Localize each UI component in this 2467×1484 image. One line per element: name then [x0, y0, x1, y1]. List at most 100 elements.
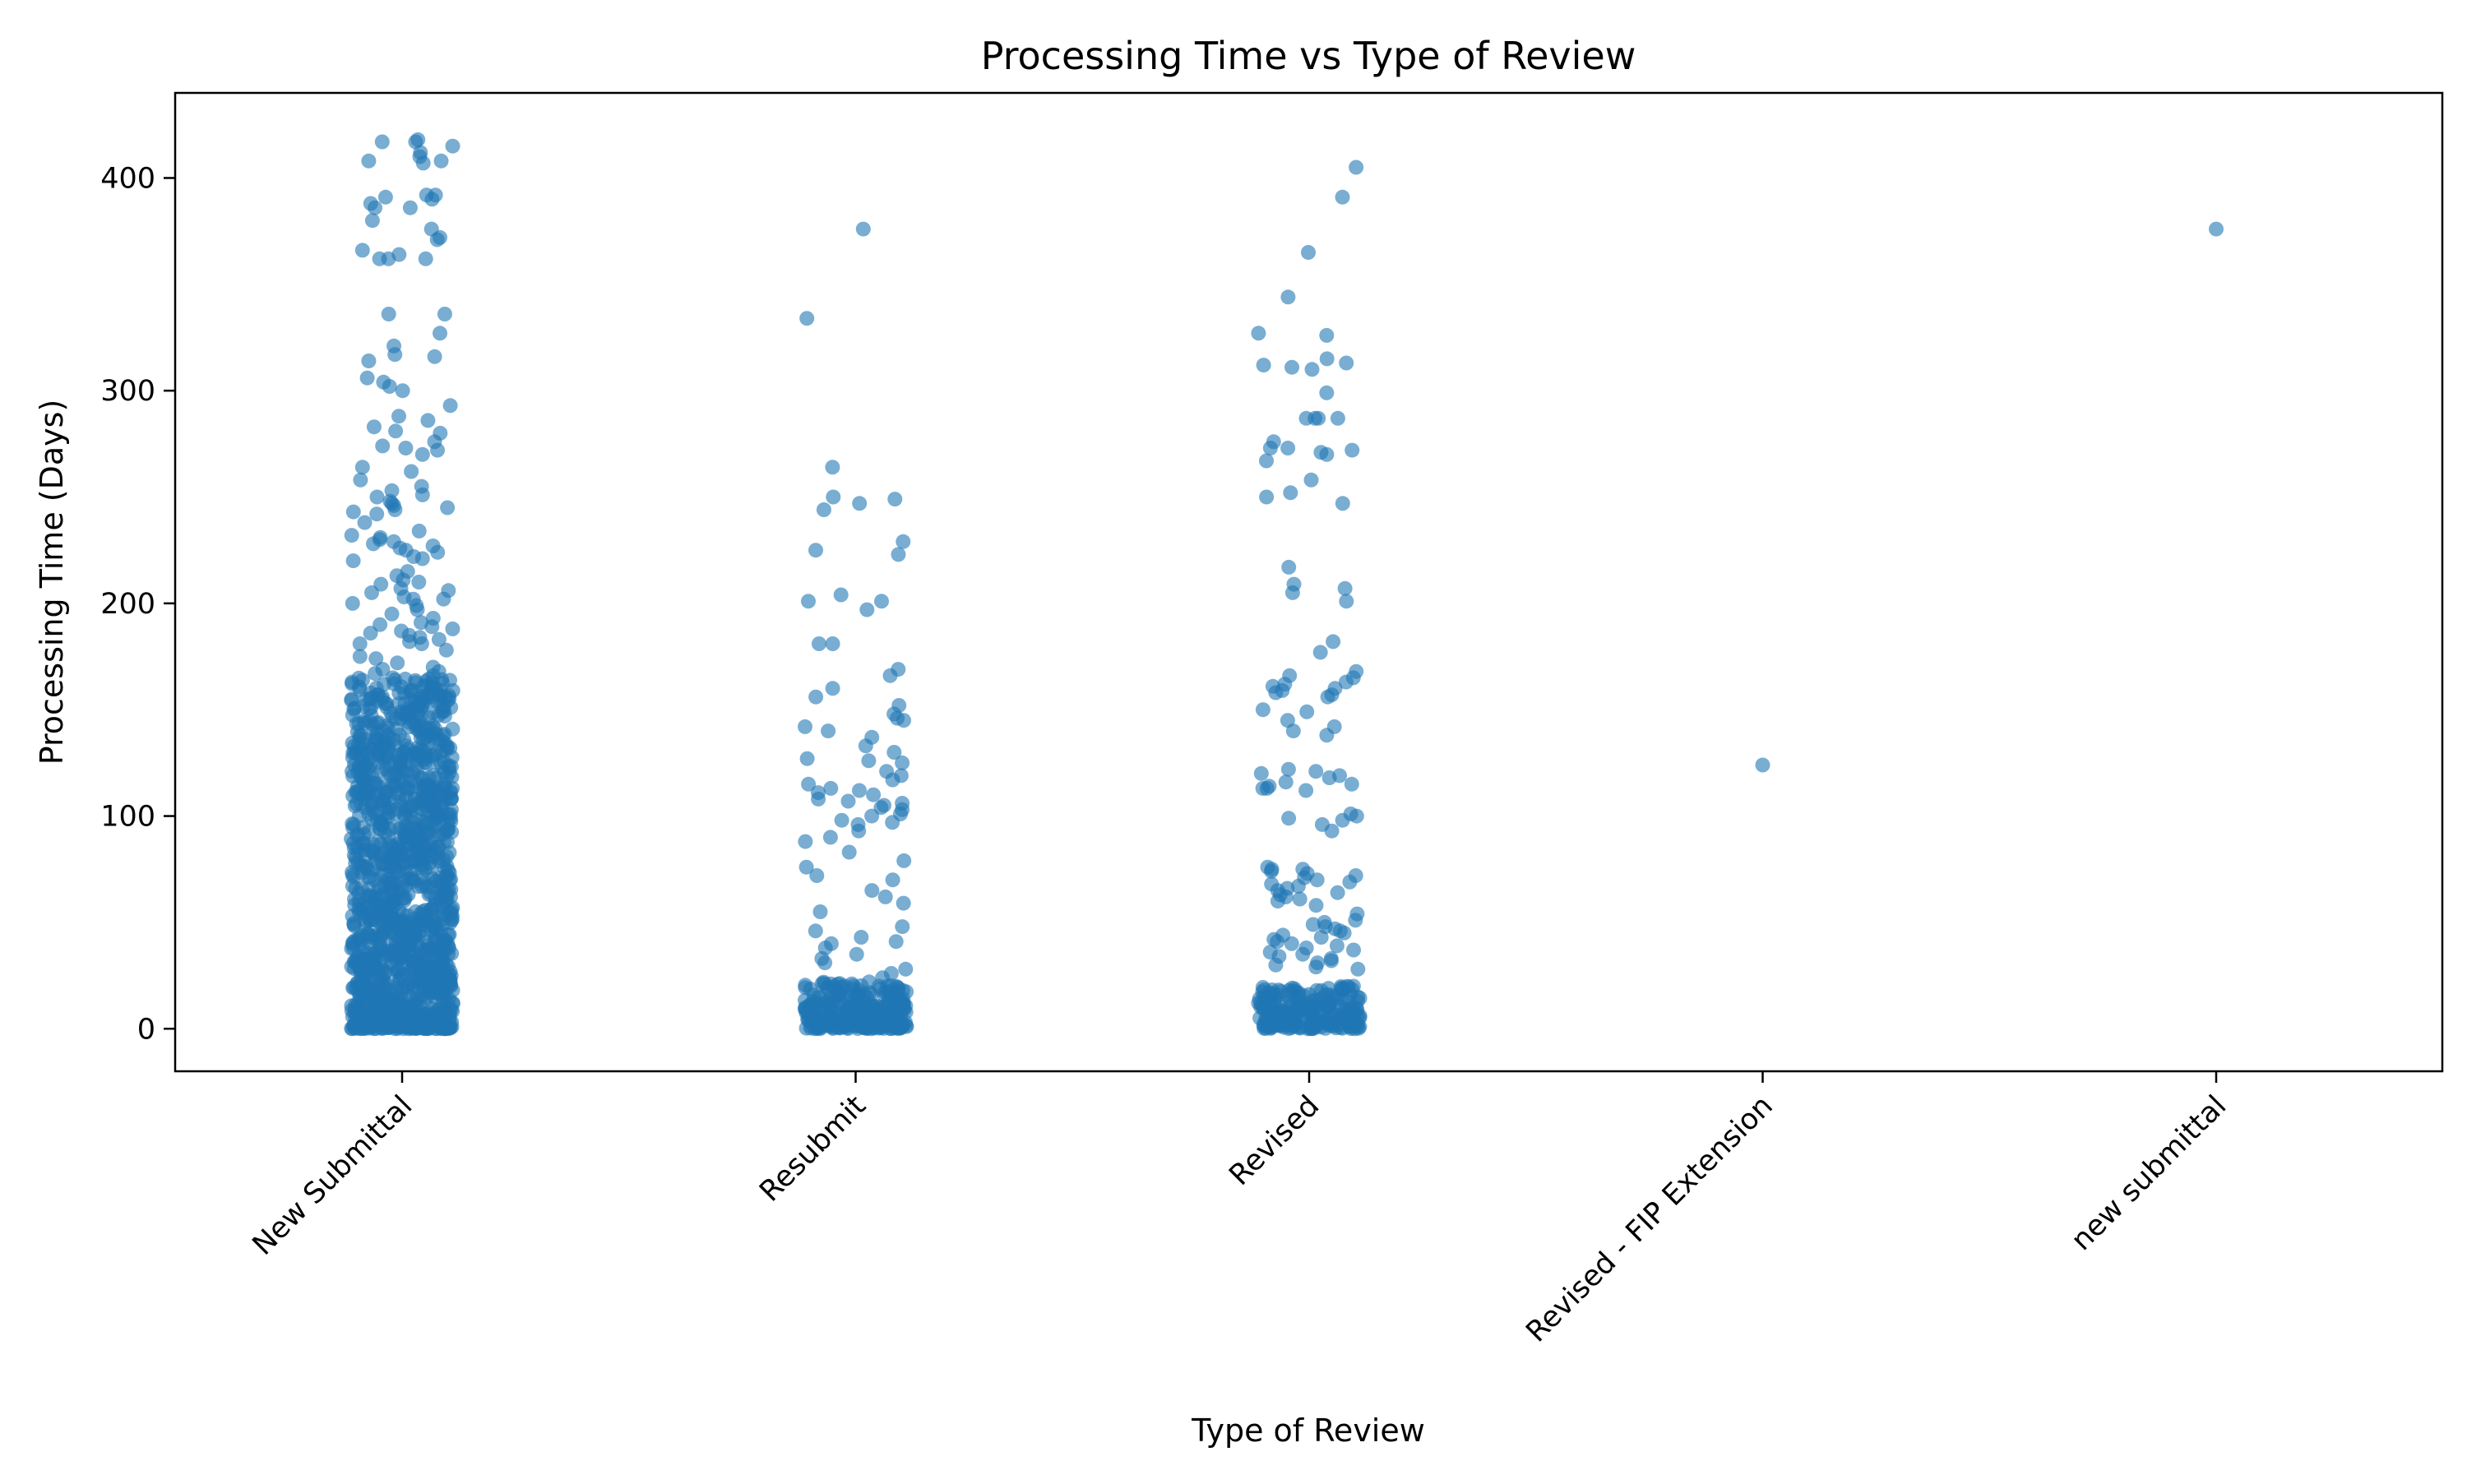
- data-point-new-submittal: [386, 899, 400, 914]
- data-point-new-submittal: [344, 692, 359, 708]
- data-point-new-submittal: [345, 553, 361, 569]
- data-point-revised: [1278, 774, 1294, 790]
- data-point-new-submittal: [373, 617, 388, 632]
- data-point-revised: [1280, 441, 1296, 455]
- data-point-resubmit: [891, 547, 906, 562]
- data-point-revised: [1309, 872, 1325, 888]
- data-point-resubmit: [874, 594, 889, 609]
- data-point-new-submittal: [414, 487, 430, 502]
- data-point-new-submittal: [384, 606, 400, 622]
- data-point-revised: [1324, 823, 1340, 839]
- data-point-new-submittal: [389, 884, 405, 899]
- data-point-resubmit: [896, 895, 911, 911]
- data-point-revised: [1335, 812, 1350, 828]
- data-point-new-submittal: [353, 1009, 368, 1024]
- data-point-new-submittal: [359, 370, 375, 386]
- data-point-revised: [1259, 453, 1274, 469]
- data-point-new-submittal: [434, 891, 450, 907]
- data-point-revised: [1304, 362, 1320, 377]
- data-point-resubmit: [852, 783, 867, 798]
- data-point-resubmit: [887, 492, 903, 507]
- plot-area: [344, 132, 2224, 1037]
- data-point-new-submittal: [395, 383, 410, 399]
- x-axis-label: Type of Review: [1191, 1412, 1425, 1449]
- data-point-revised: [1311, 410, 1326, 426]
- data-point-new-submittal: [368, 200, 382, 215]
- data-point-resubmit: [858, 738, 873, 754]
- data-point-revised: [1344, 776, 1359, 792]
- data-point-revised: [1284, 359, 1299, 375]
- data-point-revised: [1321, 998, 1336, 1014]
- data-point-revised: [1342, 874, 1358, 890]
- data-point-new-submittal: [376, 792, 391, 807]
- data-point-new-submittal: [364, 741, 380, 756]
- data-point-resubmit: [798, 719, 812, 734]
- data-point-new-submittal: [390, 1014, 405, 1029]
- data-point-new-submittal: [391, 950, 407, 965]
- data-point-new-submittal: [402, 800, 418, 816]
- data-point-resubmit: [801, 1013, 817, 1029]
- data-point-new-submittal: [368, 666, 383, 682]
- data-point-new-submittal: [433, 976, 449, 991]
- data-point-resubmit: [840, 793, 856, 809]
- data-point-resubmit: [825, 681, 840, 696]
- data-point-new-submittal: [434, 672, 449, 687]
- data-point-new-submittal: [440, 500, 456, 515]
- data-point-resubmit: [857, 1020, 872, 1036]
- data-point-new-submittal: [368, 996, 382, 1012]
- data-point-resubmit: [873, 800, 889, 816]
- x-tick-label: Resubmit: [753, 1089, 872, 1209]
- data-point-resubmit: [898, 1005, 914, 1019]
- data-point-new-submittal: [364, 585, 379, 600]
- data-point-revised: [1281, 811, 1297, 826]
- data-point-revised: [1313, 930, 1329, 945]
- data-point-new-submittal: [437, 307, 452, 321]
- data-point-revised: [1312, 645, 1328, 660]
- data-point-new-submittal: [414, 636, 429, 651]
- data-point-new-submittal: [418, 251, 433, 266]
- data-point-revised: [1337, 580, 1353, 596]
- data-point-new-submittal: [438, 957, 454, 973]
- data-point-new-submittal: [382, 998, 398, 1014]
- data-point-new-submittal: [392, 821, 408, 836]
- data-point-resubmit: [808, 689, 824, 705]
- data-point-resubmit: [885, 815, 900, 830]
- data-point-new-submittal: [363, 912, 377, 927]
- data-point-new-submittal: [360, 927, 376, 942]
- data-point-new-submittal: [445, 721, 461, 737]
- data-point-resubmit: [891, 981, 906, 996]
- data-point-new-submittal: [390, 655, 405, 671]
- data-point-new-submittal: [409, 841, 424, 857]
- data-point-resubmit: [898, 961, 914, 977]
- data-point-new-submittal: [368, 651, 384, 667]
- data-point-revised: [1262, 441, 1278, 455]
- data-point-new-submittal: [443, 700, 459, 715]
- x-tick-label: new submittal: [2065, 1089, 2233, 1257]
- data-point-new-submittal: [441, 863, 456, 878]
- data-point-revised: [1270, 934, 1285, 950]
- data-point-revised: [1292, 891, 1308, 907]
- data-point-new-submittal: [433, 153, 449, 169]
- data-point-revised: [1312, 1019, 1328, 1035]
- data-point-new-submittal: [398, 441, 414, 455]
- data-point-revised: [1259, 489, 1275, 505]
- data-point-new-submittal: [439, 834, 455, 850]
- data-point-revised: [1281, 559, 1297, 575]
- data-point-resubmit: [801, 776, 817, 792]
- data-point-resubmit: [837, 978, 852, 994]
- data-point-new-submittal: [431, 787, 447, 802]
- data-point-new-submittal: [387, 347, 403, 363]
- data-point-revised: [1319, 446, 1335, 462]
- data-point-new-submittal: [413, 972, 428, 987]
- data-point-resubmit: [882, 668, 898, 683]
- data-point-new-submittal: [424, 192, 440, 207]
- data-point-new-submittal: [375, 1018, 391, 1033]
- data-point-new-submittal: [357, 967, 373, 982]
- data-point-new-submittal: [400, 932, 416, 946]
- data-point-resubmit: [798, 859, 814, 875]
- data-point-new-submittal: [430, 442, 445, 458]
- data-point-resubmit: [812, 636, 826, 651]
- data-point-new-submittal: [441, 1020, 456, 1036]
- data-point-new-submittal: [410, 602, 425, 617]
